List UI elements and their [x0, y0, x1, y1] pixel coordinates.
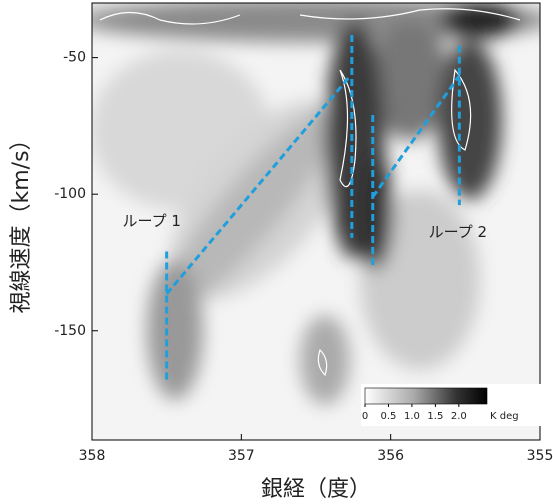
colorbar-tick-label: 0 [362, 411, 368, 422]
y-tick-label: -150 [54, 323, 86, 339]
x-axis-label: 銀経（度） [261, 477, 371, 502]
x-tick-label: 357 [228, 448, 255, 464]
colorbar [364, 387, 488, 405]
annotation: ループ 1 [123, 212, 181, 230]
loop-line [165, 74, 352, 295]
loop-line [371, 74, 461, 198]
x-tick-label: 358 [79, 448, 106, 464]
y-tick-label: -50 [63, 50, 86, 66]
x-tick-label: 356 [377, 448, 404, 464]
colorbar-tick-label: 1.5 [427, 411, 443, 422]
x-tick-label: 355 [527, 448, 553, 464]
colorbar-tick-label: 2.0 [451, 411, 467, 422]
y-axis-label: 視線速度（km/s） [9, 128, 34, 313]
annotation: ループ 2 [429, 223, 487, 241]
colorbar-tick-label: 0.5 [381, 411, 397, 422]
colorbar-tick-label: 1.0 [404, 411, 420, 422]
y-tick-label: -100 [54, 186, 86, 202]
colorbar-unit: K deg [490, 411, 519, 422]
intensity-map [92, 3, 540, 440]
plot-frame [91, 2, 541, 441]
